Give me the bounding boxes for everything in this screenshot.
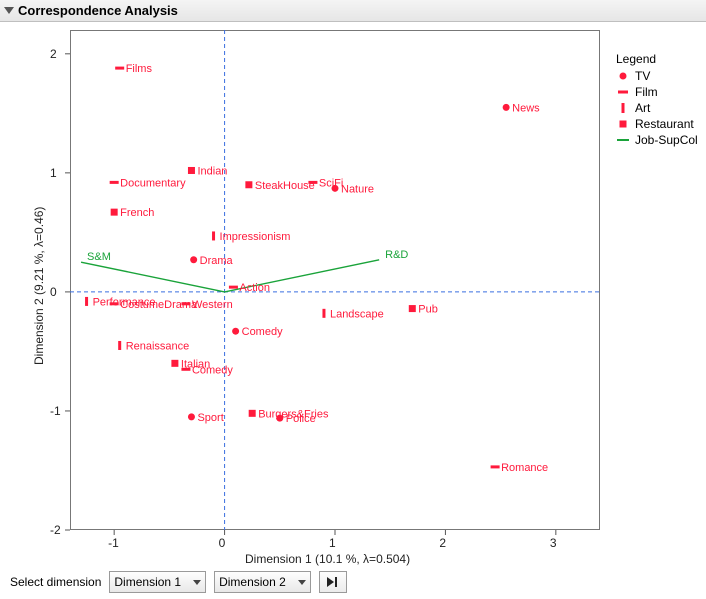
point-label: Films (126, 63, 153, 75)
point-label: Sport (197, 412, 223, 424)
legend-marker-icon (616, 86, 630, 98)
dimension-2-select[interactable]: Dimension 2 (214, 571, 311, 593)
point-label: Drama (200, 255, 234, 267)
point-label: SteakHouse (255, 180, 315, 192)
y-tick-label: -1 (50, 404, 62, 418)
point-label: Renaissance (126, 340, 190, 352)
point-label: S&M (87, 251, 111, 263)
correspondence-analysis-panel: Correspondence Analysis Films News Indian D… (0, 0, 706, 599)
legend-item: Job-SupCol (616, 132, 698, 148)
dimension-1-select[interactable]: Dimension 1 (109, 571, 206, 593)
y-tick-label: 0 (50, 285, 62, 299)
point-label: Nature (341, 183, 374, 195)
legend-item: Film (616, 84, 698, 100)
legend-marker-icon (616, 102, 630, 114)
point-label: Western (192, 299, 233, 311)
point-label: Comedy (192, 364, 233, 376)
disclosure-triangle-icon[interactable] (4, 7, 14, 14)
legend: Legend TV Film Art Restaurant Job-SupCol (616, 52, 698, 148)
point-label: Comedy (242, 326, 283, 338)
legend-item: Restaurant (616, 116, 698, 132)
x-tick-label: 2 (439, 536, 446, 550)
point-label: R&D (385, 249, 408, 261)
play-icon (326, 576, 340, 588)
legend-label: Restaurant (635, 117, 694, 131)
point-label: Impressionism (220, 231, 291, 243)
legend-label: Film (635, 85, 658, 99)
point-label: Landscape (330, 308, 384, 320)
panel-title: Correspondence Analysis (18, 3, 178, 18)
legend-item: Art (616, 100, 698, 116)
dimension-controls: Select dimension Dimension 1 Dimension 2 (10, 571, 347, 593)
chevron-down-icon (193, 580, 201, 585)
point-label: Documentary (120, 177, 186, 189)
point-label: Action (239, 282, 270, 294)
legend-item: TV (616, 68, 698, 84)
point-label: Pub (418, 304, 438, 316)
point-label: Police (286, 413, 316, 425)
legend-label: Job-SupCol (635, 133, 698, 147)
y-tick-label: 1 (50, 166, 62, 180)
run-button[interactable] (319, 571, 347, 593)
x-axis-title: Dimension 1 (10.1 %, λ=0.504) (245, 552, 410, 566)
legend-marker-icon (616, 134, 630, 146)
legend-title: Legend (616, 52, 698, 66)
dimension-1-value: Dimension 1 (114, 575, 181, 589)
dimension-2-value: Dimension 2 (219, 575, 286, 589)
x-tick-label: 0 (219, 536, 226, 550)
point-label: Romance (501, 462, 548, 474)
x-tick-label: 1 (329, 536, 336, 550)
legend-marker-icon (616, 118, 630, 130)
point-label: SciFi (319, 177, 343, 189)
chart-area: Films News Indian Documentary SteakHouse SciF… (10, 22, 698, 562)
point-label: News (512, 102, 540, 114)
legend-marker-icon (616, 70, 630, 82)
y-tick-label: -2 (50, 523, 62, 537)
chevron-down-icon (298, 580, 306, 585)
y-axis-title: Dimension 2 (9.21 %, λ=0.46) (32, 207, 46, 365)
plot-svg: Films News Indian Documentary SteakHouse SciF… (10, 22, 698, 562)
panel-header[interactable]: Correspondence Analysis (0, 0, 706, 22)
legend-label: Art (635, 101, 650, 115)
point-label: Indian (197, 165, 227, 177)
y-tick-label: 2 (50, 47, 62, 61)
x-tick-label: -1 (108, 536, 119, 550)
point-label: French (120, 207, 154, 219)
x-tick-label: 3 (550, 536, 557, 550)
legend-label: TV (635, 69, 650, 83)
select-dimension-label: Select dimension (10, 575, 101, 589)
